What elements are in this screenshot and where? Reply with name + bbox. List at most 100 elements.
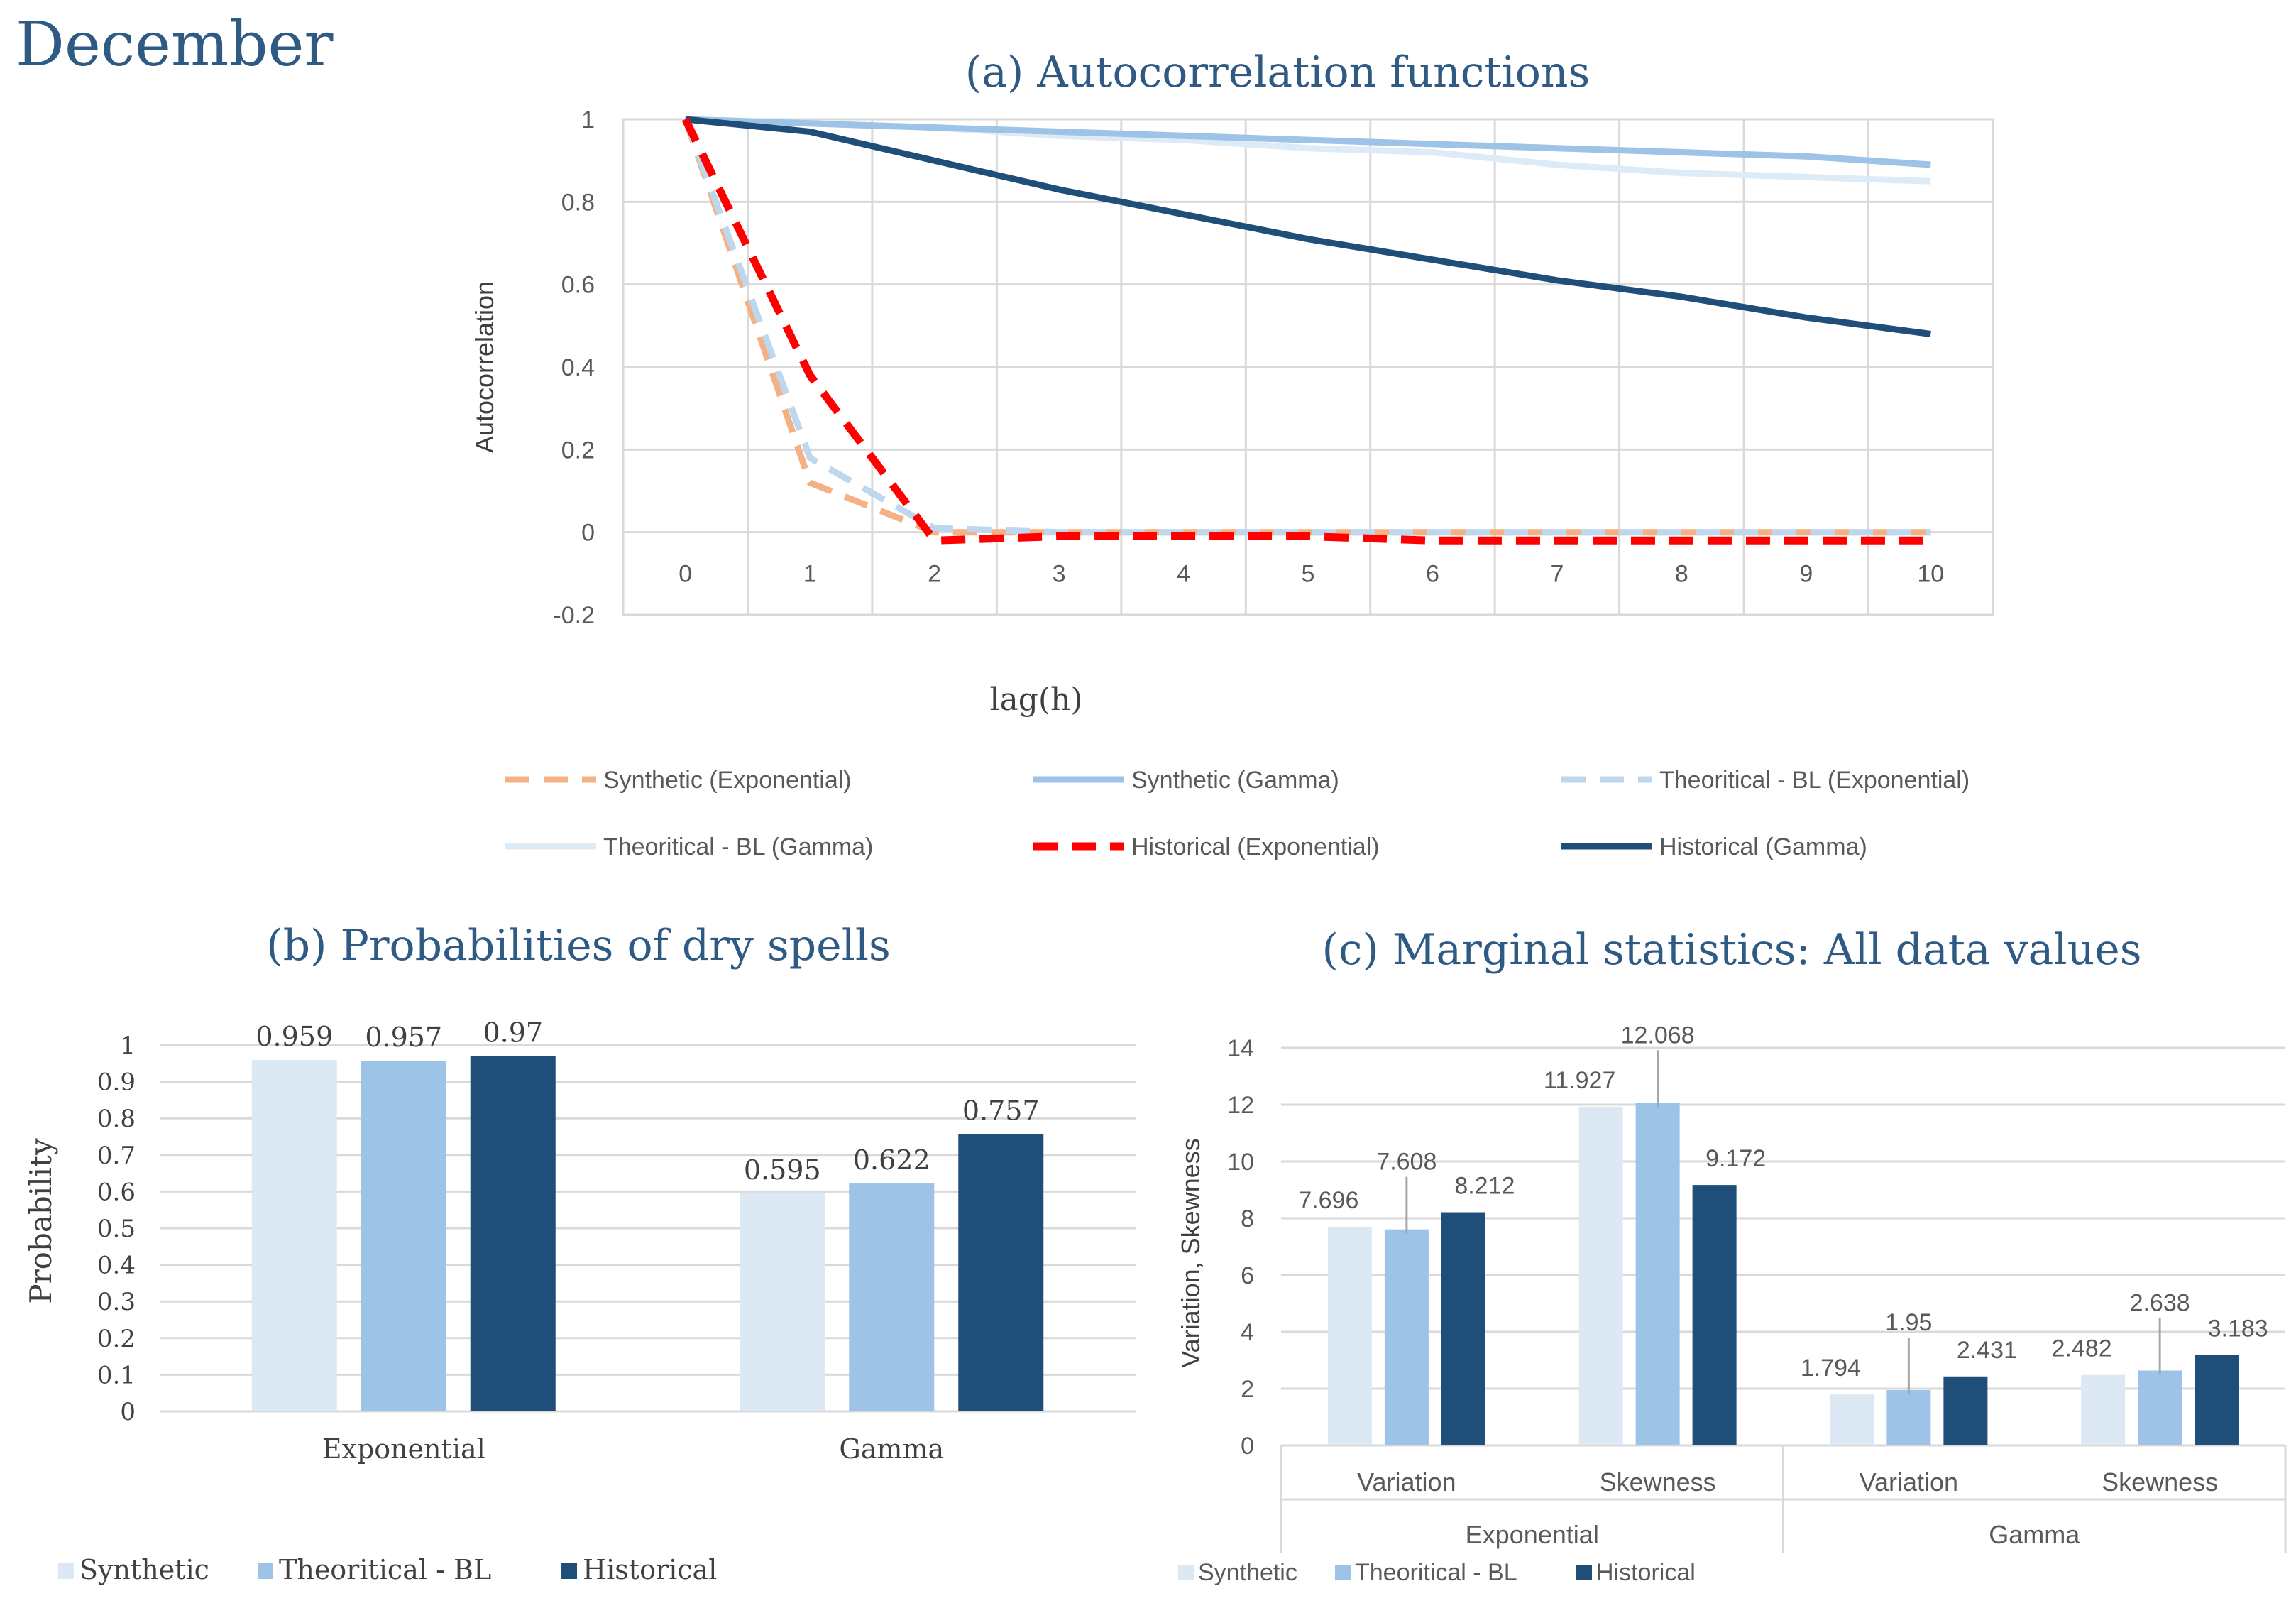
chart-c-legend-label: Synthetic xyxy=(1198,1559,1297,1586)
chart-c-data-label: 1.794 xyxy=(1801,1355,1861,1382)
chart-b-bar xyxy=(958,1134,1044,1411)
chart-b-ytick-label: 0.1 xyxy=(97,1361,136,1389)
chart-b-bar xyxy=(470,1056,556,1411)
chart-c-x-ticks: Variation Skewness Variation SkewnessExpone… xyxy=(1280,1445,2287,1553)
chart-b-data-label: 0.757 xyxy=(962,1095,1040,1126)
chart-a-ytick-label: 0.6 xyxy=(561,272,595,299)
chart-c-legend: Synthetic Theoritical - BL Historical xyxy=(1178,1559,1696,1586)
chart-a-ytick-label: -0.2 xyxy=(553,602,595,629)
chart-a-xtick-label: 9 xyxy=(1799,561,1813,588)
chart-a-series-line xyxy=(682,118,1931,536)
chart-c-ytick-label: 14 xyxy=(1227,1035,1254,1062)
chart-c-data-label: 1.95 xyxy=(1885,1309,1932,1336)
chart-c-gridlines xyxy=(1281,1046,2285,1447)
chart-a-xtick-label: 4 xyxy=(1177,561,1190,588)
chart-c-bar xyxy=(1384,1229,1429,1445)
chart-b-xtick-label: Exponential xyxy=(322,1433,485,1465)
chart-b-title: (b) Probabilities of dry spells xyxy=(266,921,891,970)
chart-c-ylabel: Variation, Skewness xyxy=(1176,1138,1205,1368)
chart-a-ytick-label: 0.2 xyxy=(561,437,595,464)
chart-c-data-label: 8.212 xyxy=(1454,1173,1515,1200)
chart-b-legend-swatch xyxy=(258,1563,273,1579)
chart-c-data-label: 7.696 xyxy=(1298,1187,1358,1214)
chart-a-ytick-label: 0 xyxy=(581,520,595,547)
chart-c-data-label: 9.172 xyxy=(1705,1145,1766,1172)
chart-b-bars: 0.959 0.957 0.97 0.595 0.622 0.757 xyxy=(251,1017,1044,1411)
chart-b-xtick-label: Gamma xyxy=(839,1433,944,1465)
chart-c-legend-swatch xyxy=(1576,1565,1592,1580)
chart-b-legend-label: Historical xyxy=(583,1554,717,1585)
chart-c-legend-label: Historical xyxy=(1596,1559,1696,1586)
chart-c-ytick-label: 2 xyxy=(1241,1376,1254,1403)
chart-a-ytick-label: 0.4 xyxy=(561,354,595,381)
page-title: December xyxy=(16,9,334,80)
chart-b-ytick-label: 0.4 xyxy=(97,1252,136,1280)
chart-a-ytick-label: 0.8 xyxy=(561,189,595,216)
chart-c-bar xyxy=(1943,1376,1988,1445)
chart-c-data-label: 2.431 xyxy=(1957,1337,2017,1364)
chart-b-data-label: 0.595 xyxy=(744,1154,821,1186)
chart-b-bar xyxy=(251,1060,337,1411)
chart-a-legend-label: Historical (Gamma) xyxy=(1659,833,1867,860)
chart-a-xtick-label: 6 xyxy=(1426,561,1439,588)
chart-c-title: (c) Marginal statistics: All data values xyxy=(1322,925,2141,975)
chart-c-legend-swatch xyxy=(1335,1565,1351,1580)
chart-b-data-label: 0.97 xyxy=(483,1017,543,1048)
chart-a-title: (a) Autocorrelation functions xyxy=(965,48,1591,97)
chart-c-xtick-label: Variation xyxy=(1357,1467,1456,1497)
chart-c-y-ticks: 14 12 10 8 6 4 2 0 xyxy=(1227,1035,1254,1460)
chart-c-bar xyxy=(1692,1185,1737,1445)
chart-c-ytick-label: 6 xyxy=(1241,1262,1254,1289)
chart-a-ylabel: Autocorrelation xyxy=(470,281,499,453)
chart-c-group-label: Gamma xyxy=(1989,1520,2080,1549)
chart-a-xtick-label: 5 xyxy=(1302,561,1315,588)
chart-a-xtick-label: 0 xyxy=(679,561,692,588)
chart-a-x-ticks: 0 1 2 3 4 5 6 7 8 9 10 xyxy=(679,561,1944,588)
chart-a-autocorrelation: (a) Autocorrelation functions 1 0.8 0.6 0.4… xyxy=(470,48,1994,860)
chart-b-ylabel: Probability xyxy=(23,1138,58,1304)
chart-b-dry-spells: (b) Probabilities of dry spells 0.959 0.9… xyxy=(23,921,1136,1585)
chart-c-data-label: 2.638 xyxy=(2130,1289,2190,1316)
chart-b-ytick-label: 0.6 xyxy=(97,1178,136,1206)
chart-c-bar xyxy=(1635,1103,1680,1445)
chart-c-bar xyxy=(1441,1212,1485,1445)
chart-c-xtick-label: Skewness xyxy=(2102,1467,2218,1497)
chart-c-bar xyxy=(1886,1390,1931,1445)
chart-c-bar xyxy=(1327,1227,1372,1445)
chart-a-xtick-label: 1 xyxy=(803,561,817,588)
chart-b-ytick-label: 0.3 xyxy=(97,1288,136,1316)
chart-a-xtick-label: 2 xyxy=(928,561,941,588)
chart-b-data-label: 0.622 xyxy=(853,1144,930,1176)
chart-c-bar xyxy=(2195,1355,2239,1445)
chart-a-series xyxy=(681,116,1931,545)
chart-b-ytick-label: 0.7 xyxy=(97,1142,136,1170)
chart-c-ytick-label: 12 xyxy=(1227,1092,1254,1119)
chart-c-data-label: 2.482 xyxy=(2052,1335,2112,1362)
chart-c-data-label: 12.068 xyxy=(1621,1022,1695,1049)
chart-b-x-ticks: Exponential Gamma xyxy=(322,1433,944,1465)
chart-c-bar xyxy=(1830,1394,1874,1445)
chart-a-xtick-label: 8 xyxy=(1675,561,1688,588)
chart-b-data-label: 0.957 xyxy=(365,1022,442,1053)
chart-a-y-ticks: 1 0.8 0.6 0.4 0.2 0 -0.2 xyxy=(553,106,595,629)
chart-a-legend: Synthetic (Exponential) Synthetic (Gamma)… xyxy=(505,767,1970,860)
chart-b-ytick-label: 0.5 xyxy=(97,1215,136,1243)
chart-b-data-label: 0.959 xyxy=(256,1021,333,1052)
chart-c-ytick-label: 0 xyxy=(1241,1433,1254,1460)
chart-b-legend-label: Theoritical - BL xyxy=(279,1554,491,1585)
chart-b-legend-swatch xyxy=(561,1563,577,1579)
chart-c-ytick-label: 4 xyxy=(1241,1319,1254,1346)
chart-c-data-label: 3.183 xyxy=(2208,1316,2268,1343)
chart-a-legend-label: Synthetic (Exponential) xyxy=(603,767,852,794)
chart-b-bar xyxy=(361,1061,446,1411)
chart-b-y-ticks: 1 0.9 0.8 0.7 0.6 0.5 0.4 0.3 0.2 0.1 0 xyxy=(97,1032,136,1426)
chart-a-legend-label: Historical (Exponential) xyxy=(1131,833,1380,860)
chart-c-bar xyxy=(2138,1370,2182,1445)
chart-a-xlabel: lag(h) xyxy=(989,682,1082,718)
chart-c-legend-swatch xyxy=(1178,1565,1194,1580)
chart-c-xtick-label: Skewness xyxy=(1600,1467,1716,1497)
chart-b-ytick-label: 0.2 xyxy=(97,1325,136,1353)
chart-b-legend-label: Synthetic xyxy=(79,1554,209,1585)
